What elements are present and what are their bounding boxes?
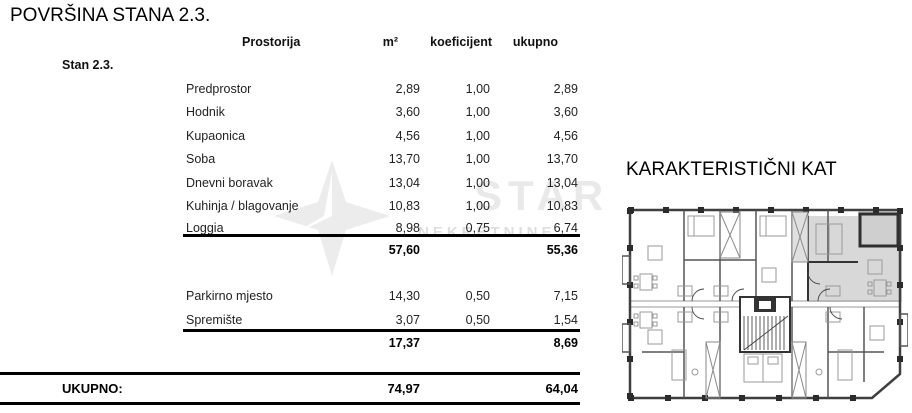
- room-coef: 0,75: [465, 221, 490, 235]
- total-label: UKUPNO:: [62, 381, 123, 396]
- room-area: 14,30: [388, 289, 420, 303]
- column-header-total: ukupno: [512, 35, 558, 49]
- total-row: UKUPNO: 74,97 64,04: [0, 381, 580, 397]
- room-coef: 1,00: [465, 176, 490, 190]
- room-label: Parkirno mjesto: [186, 289, 273, 303]
- room-label: Kuhinja / blagovanje: [186, 199, 299, 213]
- room-total: 10,83: [546, 199, 578, 213]
- subtotal-area: 57,60: [388, 243, 420, 257]
- room-label: Predprostor: [186, 82, 252, 96]
- floorplan-drawing: [621, 202, 909, 408]
- star-watermark-icon: [274, 160, 390, 276]
- room-coef: 1,00: [465, 105, 490, 119]
- room-area: 13,04: [388, 176, 420, 190]
- room-area: 4,56: [395, 129, 420, 143]
- room-total: 2,89: [553, 82, 578, 96]
- table-row: Hodnik 3,60 1,00 3,60: [0, 105, 580, 121]
- subtotal-total: 55,36: [546, 243, 578, 257]
- subtotal-total: 8,69: [553, 336, 578, 350]
- subtotal-row: 17,37 8,69: [0, 336, 580, 352]
- table-row: Parkirno mjesto 14,30 0,50 7,15: [0, 289, 580, 305]
- room-total: 6,74: [553, 221, 578, 235]
- room-total: 1,54: [553, 313, 578, 327]
- table-row: Spremište 3,07 0,50 1,54: [0, 313, 580, 329]
- room-total: 3,60: [553, 105, 578, 119]
- room-area: 10,83: [388, 199, 420, 213]
- floorplan-title: KARAKTERISTIČNI KAT: [626, 159, 837, 180]
- room-label: Kupaonica: [186, 129, 246, 143]
- total-rule-top: [0, 372, 580, 375]
- stair-core: [739, 296, 791, 353]
- column-header-room: Prostorija: [242, 35, 301, 49]
- room-total: 13,04: [546, 176, 578, 190]
- subtotal-rule: [183, 329, 580, 332]
- table-row: Kupaonica 4,56 1,00 4,56: [0, 129, 580, 145]
- room-area: 13,70: [388, 152, 420, 166]
- column-header-coef: koeficijent: [430, 35, 492, 49]
- room-area: 8,98: [395, 221, 420, 235]
- room-coef: 0,50: [465, 289, 490, 303]
- floorplan-svg: [621, 207, 909, 401]
- room-total: 4,56: [553, 129, 578, 143]
- door-swings: [691, 271, 843, 320]
- subtotal-row: 57,60 55,36: [0, 243, 580, 259]
- room-label: Hodnik: [186, 105, 225, 119]
- room-area: 2,89: [395, 82, 420, 96]
- table-row: Dnevni boravak 13,04 1,00 13,04: [0, 176, 580, 192]
- floorplan-outer-walls: [627, 207, 903, 401]
- total-area: 74,97: [387, 381, 420, 396]
- subtotal-area: 17,37: [388, 336, 420, 350]
- table-row: Kuhinja / blagovanje 10,83 1,00 10,83: [0, 199, 580, 215]
- total-rule-bottom: [0, 402, 580, 405]
- table-row: Predprostor 2,89 1,00 2,89: [0, 82, 580, 98]
- watermark-text-star: STAR: [474, 172, 610, 219]
- room-coef: 1,00: [465, 82, 490, 96]
- room-coef: 0,50: [465, 313, 490, 327]
- room-label: Dnevni boravak: [186, 176, 273, 190]
- room-area: 3,60: [395, 105, 420, 119]
- apartment-group-label: Stan 2.3.: [62, 58, 114, 72]
- room-area: 3,07: [395, 313, 420, 327]
- table-row: Loggia 8,98 0,75 6,74: [0, 221, 580, 237]
- total-total: 64,04: [545, 381, 578, 396]
- column-header-area: m²: [382, 35, 398, 49]
- room-label: Soba: [186, 152, 216, 166]
- furniture: [633, 215, 892, 383]
- subtotal-rule: [183, 234, 580, 237]
- room-total: 13,70: [546, 152, 578, 166]
- hatched-shafts: [705, 211, 809, 399]
- room-coef: 1,00: [465, 199, 490, 213]
- room-label: Spremište: [186, 313, 243, 327]
- table-row: Soba 13,70 1,00 13,70: [0, 152, 580, 168]
- room-coef: 1,00: [465, 129, 490, 143]
- room-label: Loggia: [186, 221, 224, 235]
- page-title: POVRŠINA STANA 2.3.: [10, 5, 211, 26]
- room-coef: 1,00: [465, 152, 490, 166]
- room-total: 7,15: [553, 289, 578, 303]
